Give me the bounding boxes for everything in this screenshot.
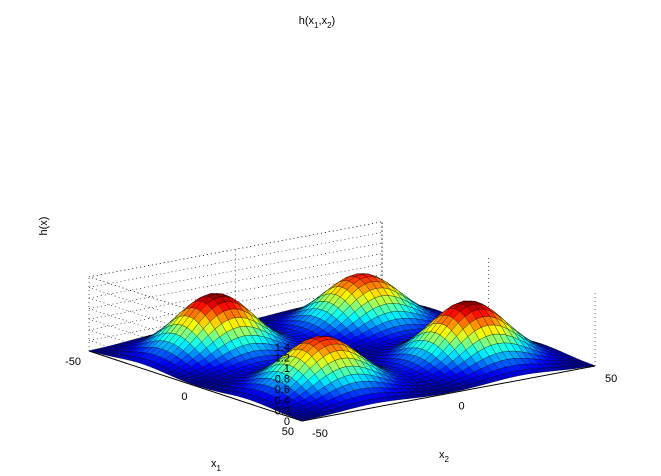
x1-tick-label: -50 [65,356,81,368]
z-tick-label: 0.6 [275,384,290,396]
z-tick-label: 0.2 [275,405,290,417]
grid-line [88,232,383,288]
x2-tick-label: -50 [312,428,328,440]
x1-tick-label: 50 [282,426,294,438]
box-edge [88,221,383,278]
z-tick-label: 0.4 [275,395,290,407]
x1-tick-label: 0 [181,391,187,403]
x2-axis-label: x2 [439,449,450,464]
z-tick-label: 1.2 [275,352,290,364]
x2-tick-label: 50 [605,373,617,385]
grid-line [88,274,383,331]
z-tick-label: 0 [284,416,290,428]
x1-axis-line [88,350,303,422]
grid-line [88,263,383,320]
z-tick-label: 0.8 [275,374,290,386]
grid-line [88,253,383,309]
x1-axis-label: x1 [211,458,222,473]
z-tick-label: 1.4 [275,342,290,354]
grid-line [88,242,383,299]
x2-axis-line [301,365,596,422]
z-tick-label: 1 [284,363,290,375]
x2-tick-label: 0 [459,401,465,413]
surface-mesh [88,273,596,421]
surface-patch [296,417,310,421]
chart-title: h(x1,x2) [299,15,335,30]
z-axis-label: h(x) [38,217,50,236]
